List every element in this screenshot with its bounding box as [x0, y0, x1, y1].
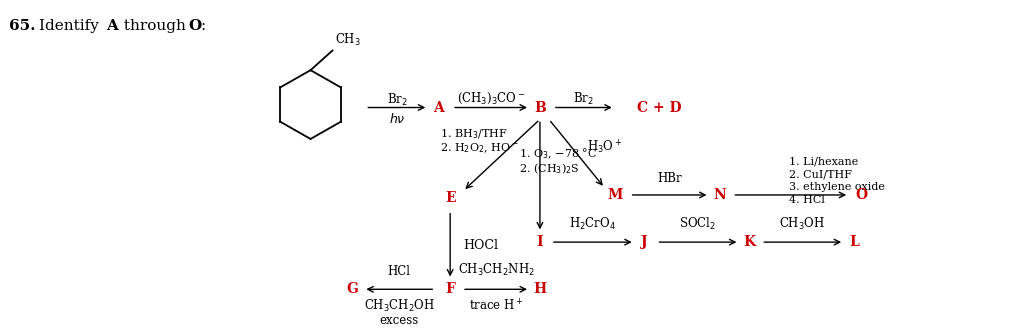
Text: N: N — [713, 188, 726, 202]
Text: 1. O$_3$, $-$78 °C: 1. O$_3$, $-$78 °C — [519, 146, 597, 161]
Text: excess: excess — [380, 314, 419, 327]
Text: HOCl: HOCl — [463, 239, 498, 252]
Text: H: H — [534, 282, 547, 296]
Text: CH$_3$CH$_2$OH: CH$_3$CH$_2$OH — [364, 298, 435, 314]
Text: 4. HCl: 4. HCl — [790, 195, 825, 205]
Text: trace H$^+$: trace H$^+$ — [469, 298, 523, 313]
Text: CH$_3$OH: CH$_3$OH — [779, 216, 825, 232]
Text: O: O — [855, 188, 867, 202]
Text: :: : — [201, 19, 206, 33]
Text: SOCl$_2$: SOCl$_2$ — [679, 216, 716, 232]
Text: 1. BH$_3$/THF: 1. BH$_3$/THF — [440, 127, 508, 141]
Text: 3. ethylene oxide: 3. ethylene oxide — [790, 182, 885, 192]
Text: HBr: HBr — [657, 172, 682, 185]
Text: 2. H$_2$O$_2$, HO$^-$: 2. H$_2$O$_2$, HO$^-$ — [440, 142, 519, 156]
Text: F: F — [445, 282, 455, 296]
Text: I: I — [537, 235, 544, 249]
Text: 2. (CH$_3$)$_2$S: 2. (CH$_3$)$_2$S — [519, 161, 580, 176]
Text: E: E — [444, 191, 456, 205]
Text: J: J — [641, 235, 648, 249]
Text: H$_3$O$^+$: H$_3$O$^+$ — [587, 138, 623, 156]
Text: Identify: Identify — [39, 19, 104, 33]
Text: G: G — [346, 282, 358, 296]
Text: K: K — [743, 235, 756, 249]
Text: CH$_3$: CH$_3$ — [336, 31, 361, 48]
Text: O: O — [187, 19, 201, 33]
Text: C + D: C + D — [637, 101, 682, 115]
Text: Br$_2$: Br$_2$ — [573, 91, 594, 107]
Text: $h\nu$: $h\nu$ — [389, 112, 406, 126]
Text: L: L — [849, 235, 859, 249]
Text: (CH$_3$)$_3$CO$^-$: (CH$_3$)$_3$CO$^-$ — [457, 91, 525, 106]
Text: 2. CuI/THF: 2. CuI/THF — [790, 169, 852, 179]
Text: A: A — [106, 19, 118, 33]
Text: 65.: 65. — [9, 19, 36, 33]
Text: Br$_2$: Br$_2$ — [387, 92, 408, 108]
Text: H$_2$CrO$_4$: H$_2$CrO$_4$ — [569, 216, 616, 232]
Text: A: A — [433, 101, 443, 115]
Text: M: M — [607, 188, 623, 202]
Text: B: B — [535, 101, 546, 115]
Text: 1. Li/hexane: 1. Li/hexane — [790, 157, 858, 166]
Text: CH$_3$CH$_2$NH$_2$: CH$_3$CH$_2$NH$_2$ — [458, 262, 535, 278]
Text: through: through — [119, 19, 190, 33]
Text: HCl: HCl — [388, 265, 411, 278]
